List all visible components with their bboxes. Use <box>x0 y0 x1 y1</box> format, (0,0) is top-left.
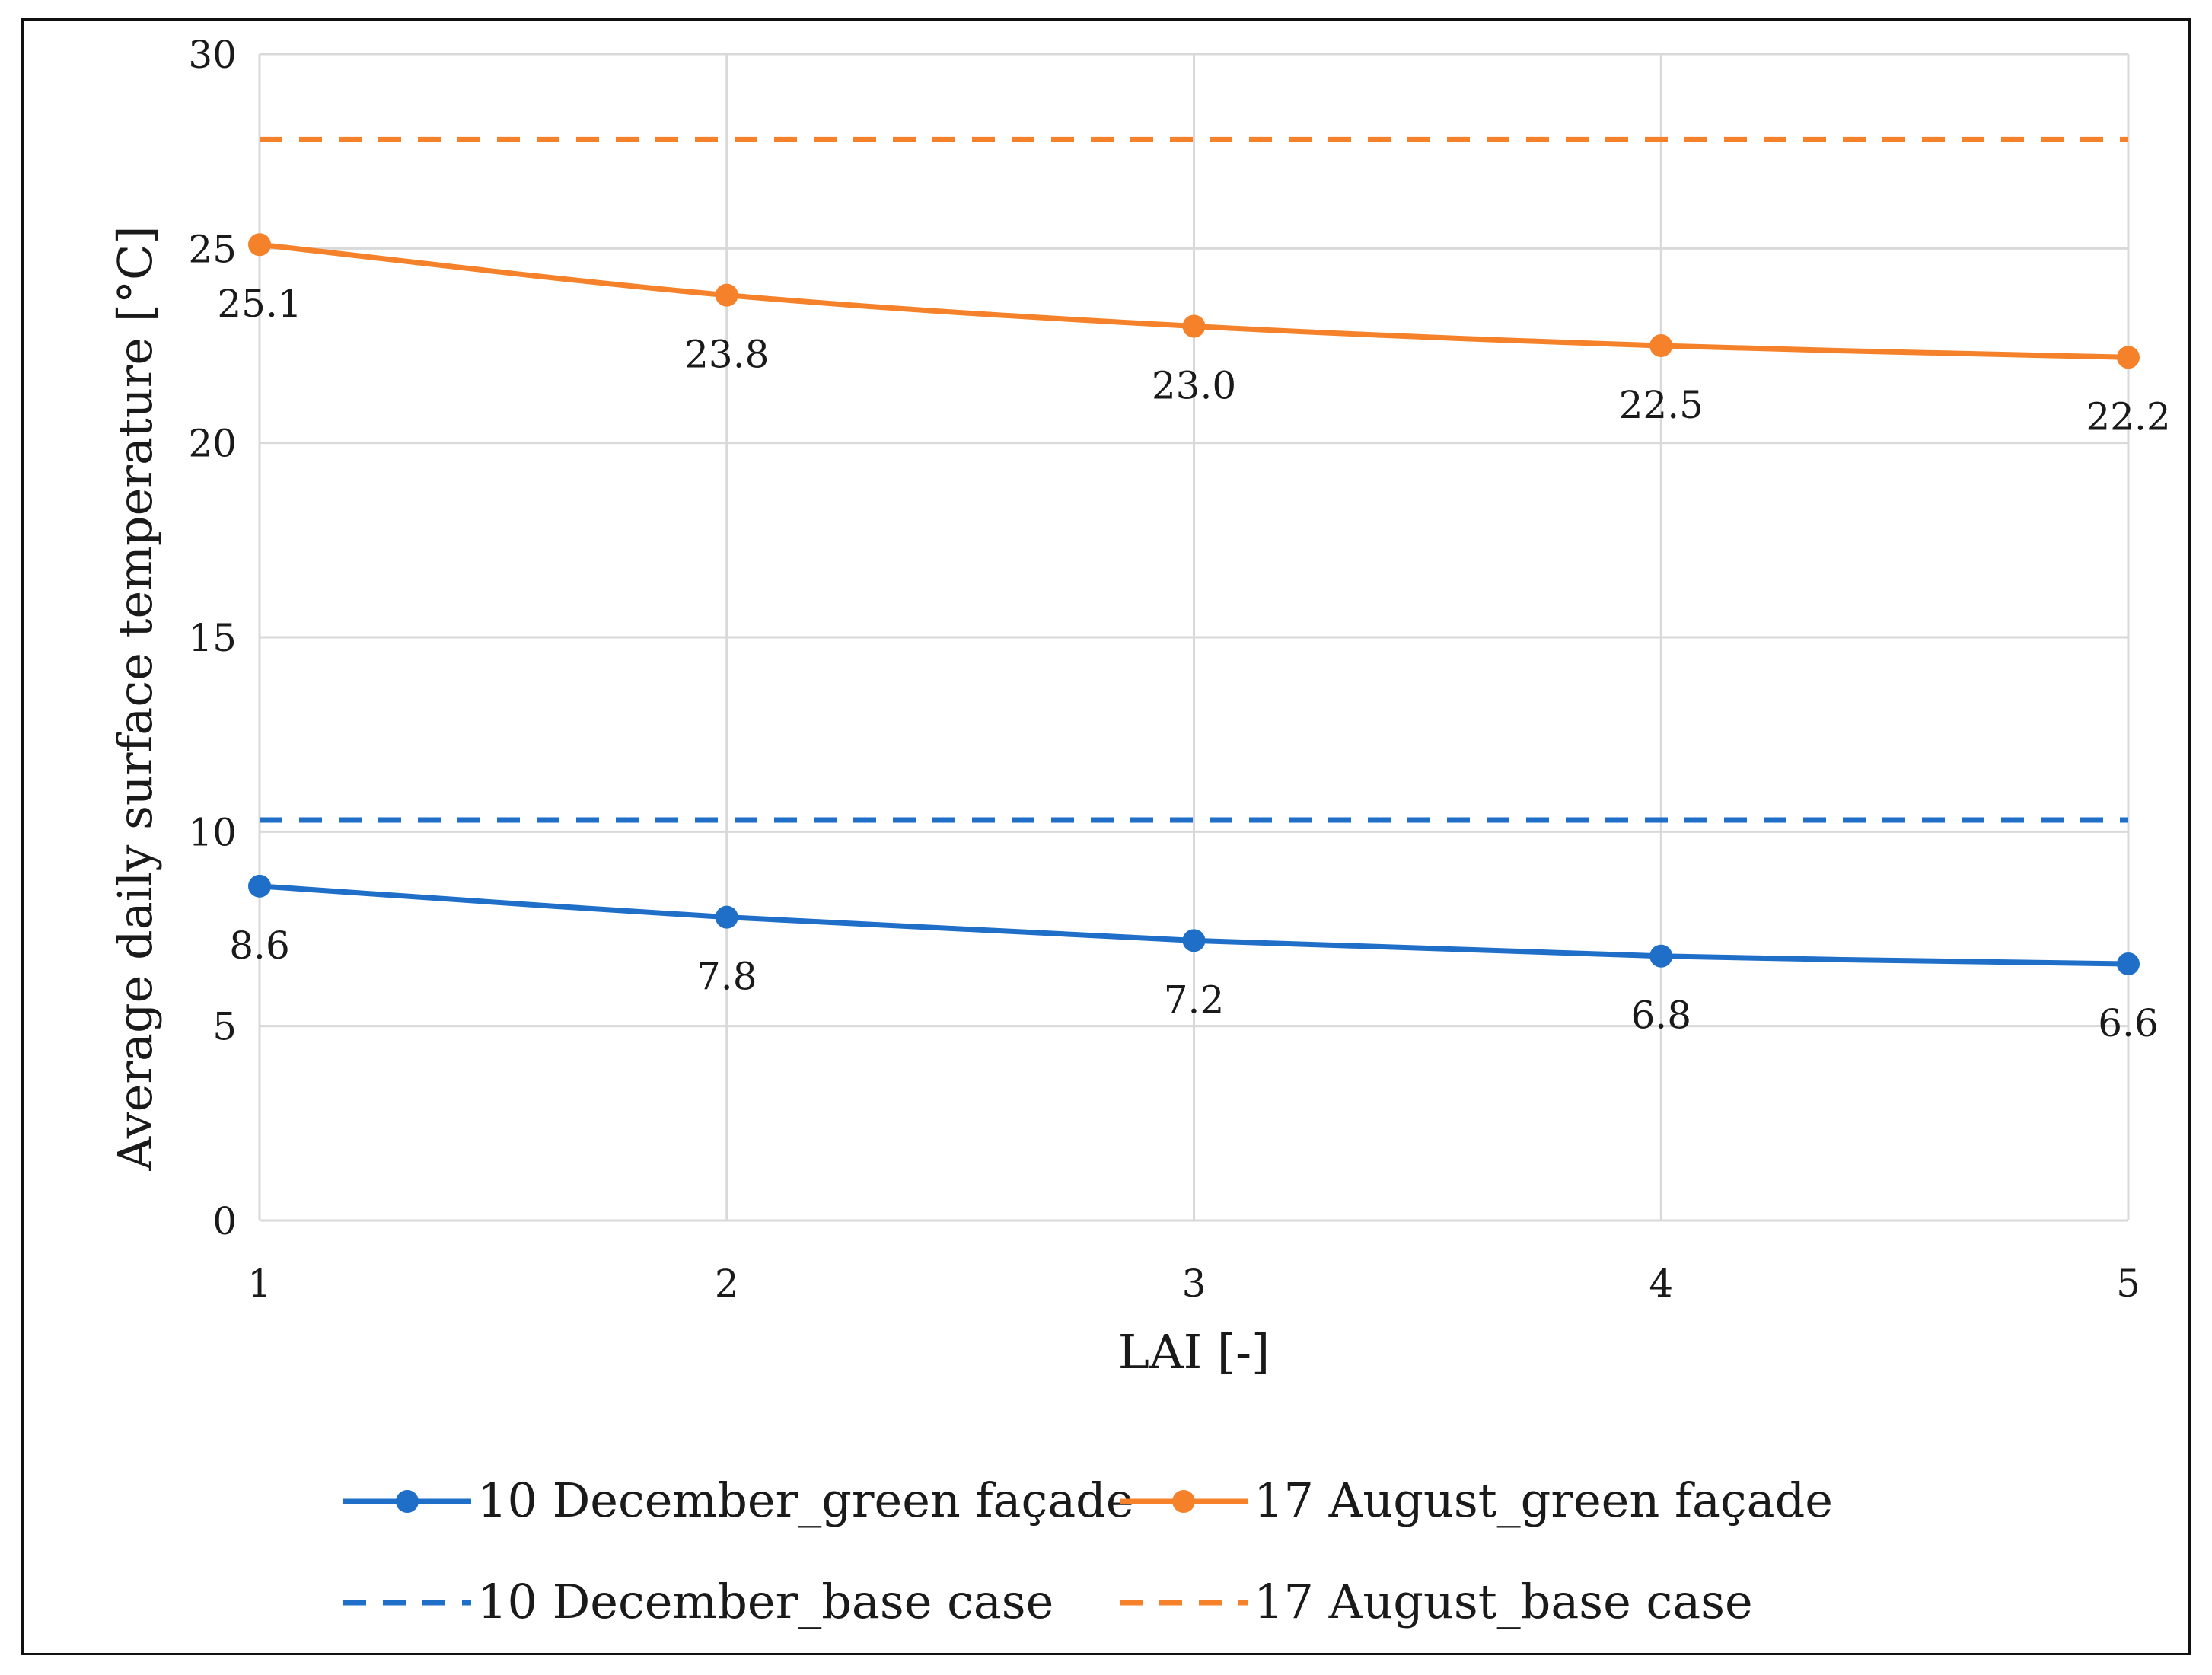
data-label: 25.1 <box>217 282 301 326</box>
data-label: 23.8 <box>684 333 769 377</box>
legend-label: 10 December_base case <box>477 1574 1053 1629</box>
data-point <box>715 283 738 307</box>
data-label: 7.2 <box>1164 978 1225 1022</box>
legend-item: 17 August_base case <box>1120 1574 1753 1629</box>
data-point <box>1182 314 1206 338</box>
data-point <box>248 233 271 257</box>
data-label: 23.0 <box>1152 363 1236 407</box>
chart-frame: 0 5 10 15 20 25 30 1 2 3 4 5 8.6 7.8 7.2 6.8 6.6 25.1 23… <box>21 18 2191 1655</box>
data-label: 6.6 <box>2098 1001 2159 1045</box>
legend-marker <box>1172 1490 1195 1513</box>
legend-item: 10 December_base case <box>343 1574 1053 1629</box>
x-tick-label: 5 <box>2116 1262 2140 1306</box>
data-label: 7.8 <box>696 955 757 999</box>
series-group <box>248 136 2140 975</box>
legend-label: 10 December_green façade <box>477 1472 1134 1528</box>
y-tick-label: 10 <box>188 810 237 854</box>
y-tick-labels: 0 5 10 15 20 25 30 <box>188 33 237 1243</box>
y-tick-label: 20 <box>188 422 237 466</box>
legend-item: 17 August_green façade <box>1120 1472 1833 1528</box>
data-point <box>2117 346 2140 369</box>
y-tick-label: 25 <box>188 227 237 271</box>
data-label: 8.6 <box>229 924 290 968</box>
data-label: 6.8 <box>1630 994 1691 1038</box>
data-point <box>2117 952 2140 975</box>
legend-label: 17 August_green façade <box>1254 1472 1833 1528</box>
data-label: 22.5 <box>1619 383 1704 427</box>
data-point <box>248 874 271 898</box>
y-axis-label: Average daily surface temperature [°C] <box>107 225 163 1171</box>
data-point <box>1182 929 1206 952</box>
y-tick-label: 15 <box>188 616 237 660</box>
legend-label: 17 August_base case <box>1254 1574 1753 1629</box>
legend-item: 10 December_green façade <box>343 1472 1134 1528</box>
x-tick-label: 2 <box>715 1262 739 1306</box>
data-point <box>715 905 738 929</box>
x-tick-label: 3 <box>1182 1262 1206 1306</box>
line-chart: 0 5 10 15 20 25 30 1 2 3 4 5 8.6 7.8 7.2 6.8 6.6 25.1 23… <box>107 33 2171 1629</box>
legend-marker <box>396 1490 419 1513</box>
x-tick-label: 4 <box>1649 1262 1673 1306</box>
data-point <box>1649 334 1673 357</box>
legend: 10 December_green façade 17 August_green … <box>343 1472 1833 1629</box>
y-tick-label: 5 <box>212 1005 237 1049</box>
y-tick-label: 0 <box>212 1199 237 1243</box>
x-tick-label: 1 <box>247 1262 272 1306</box>
y-tick-label: 30 <box>188 33 237 77</box>
gridlines <box>258 53 2130 1222</box>
data-label: 22.2 <box>2086 394 2170 439</box>
data-point <box>1649 944 1673 968</box>
x-axis-label: LAI [-] <box>1118 1324 1270 1380</box>
data-labels: 8.6 7.8 7.2 6.8 6.6 25.1 23.8 23.0 22.5 22.2 <box>217 282 2170 1045</box>
x-tick-labels: 1 2 3 4 5 <box>247 1262 2140 1306</box>
